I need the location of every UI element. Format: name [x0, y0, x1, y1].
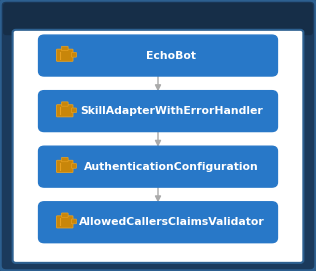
Text: EchoBot: EchoBot [146, 51, 197, 60]
FancyBboxPatch shape [57, 105, 73, 117]
FancyBboxPatch shape [13, 30, 303, 263]
FancyBboxPatch shape [61, 102, 68, 106]
FancyBboxPatch shape [57, 160, 73, 172]
FancyBboxPatch shape [71, 52, 76, 57]
FancyBboxPatch shape [61, 213, 68, 217]
FancyBboxPatch shape [3, 3, 313, 35]
FancyBboxPatch shape [57, 216, 73, 228]
FancyBboxPatch shape [61, 46, 68, 51]
FancyBboxPatch shape [39, 35, 277, 76]
FancyBboxPatch shape [71, 108, 76, 113]
Text: AllowedCallersClaimsValidator: AllowedCallersClaimsValidator [79, 217, 264, 227]
Text: SkillAdapterWithErrorHandler: SkillAdapterWithErrorHandler [80, 106, 263, 116]
FancyBboxPatch shape [39, 91, 277, 132]
Text: AuthenticationConfiguration: AuthenticationConfiguration [84, 162, 259, 172]
FancyBboxPatch shape [39, 146, 277, 187]
FancyBboxPatch shape [57, 49, 73, 61]
FancyBboxPatch shape [71, 219, 76, 224]
FancyBboxPatch shape [61, 157, 68, 162]
FancyBboxPatch shape [39, 202, 277, 243]
FancyBboxPatch shape [71, 163, 76, 168]
